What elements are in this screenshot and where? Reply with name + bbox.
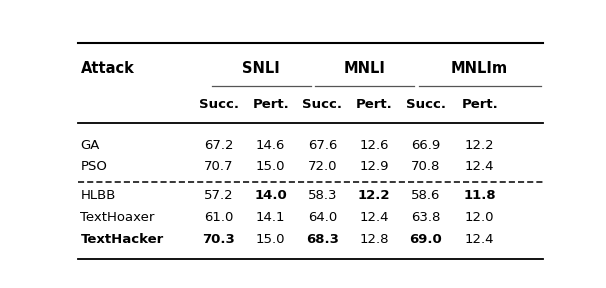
Text: 15.0: 15.0 xyxy=(256,233,285,246)
Text: 57.2: 57.2 xyxy=(204,189,234,202)
Text: 12.4: 12.4 xyxy=(465,233,494,246)
Text: 12.0: 12.0 xyxy=(465,211,494,224)
Text: MNLI: MNLI xyxy=(344,61,385,76)
Text: Pert.: Pert. xyxy=(356,98,392,111)
Text: 66.9: 66.9 xyxy=(411,139,441,152)
Text: 14.6: 14.6 xyxy=(256,139,285,152)
Text: Pert.: Pert. xyxy=(461,98,498,111)
Text: PSO: PSO xyxy=(81,160,107,173)
Text: Succ.: Succ. xyxy=(302,98,342,111)
Text: 12.2: 12.2 xyxy=(358,189,390,202)
Text: 15.0: 15.0 xyxy=(256,160,285,173)
Text: 67.6: 67.6 xyxy=(308,139,337,152)
Text: 67.2: 67.2 xyxy=(204,139,234,152)
Text: Succ.: Succ. xyxy=(199,98,239,111)
Text: 64.0: 64.0 xyxy=(308,211,337,224)
Text: TextHacker: TextHacker xyxy=(81,233,164,246)
Text: 61.0: 61.0 xyxy=(204,211,234,224)
Text: HLBB: HLBB xyxy=(81,189,116,202)
Text: 72.0: 72.0 xyxy=(308,160,337,173)
Text: 12.4: 12.4 xyxy=(465,160,494,173)
Text: SNLI: SNLI xyxy=(242,61,280,76)
Text: TextHoaxer: TextHoaxer xyxy=(81,211,155,224)
Text: MNLIm: MNLIm xyxy=(451,61,508,76)
Text: 69.0: 69.0 xyxy=(409,233,442,246)
Text: 12.6: 12.6 xyxy=(359,139,388,152)
Text: 14.1: 14.1 xyxy=(256,211,285,224)
Text: 12.9: 12.9 xyxy=(359,160,388,173)
Text: 11.8: 11.8 xyxy=(464,189,496,202)
Text: 14.0: 14.0 xyxy=(255,189,287,202)
Text: 70.7: 70.7 xyxy=(204,160,234,173)
Text: 68.3: 68.3 xyxy=(306,233,339,246)
Text: 70.3: 70.3 xyxy=(202,233,235,246)
Text: Succ.: Succ. xyxy=(405,98,445,111)
Text: 70.8: 70.8 xyxy=(411,160,441,173)
Text: GA: GA xyxy=(81,139,100,152)
Text: 58.3: 58.3 xyxy=(308,189,337,202)
Text: Pert.: Pert. xyxy=(252,98,289,111)
Text: 58.6: 58.6 xyxy=(411,189,441,202)
Text: 12.2: 12.2 xyxy=(465,139,494,152)
Text: 12.8: 12.8 xyxy=(359,233,388,246)
Text: Attack: Attack xyxy=(81,61,135,76)
Text: 12.4: 12.4 xyxy=(359,211,388,224)
Text: 63.8: 63.8 xyxy=(411,211,441,224)
